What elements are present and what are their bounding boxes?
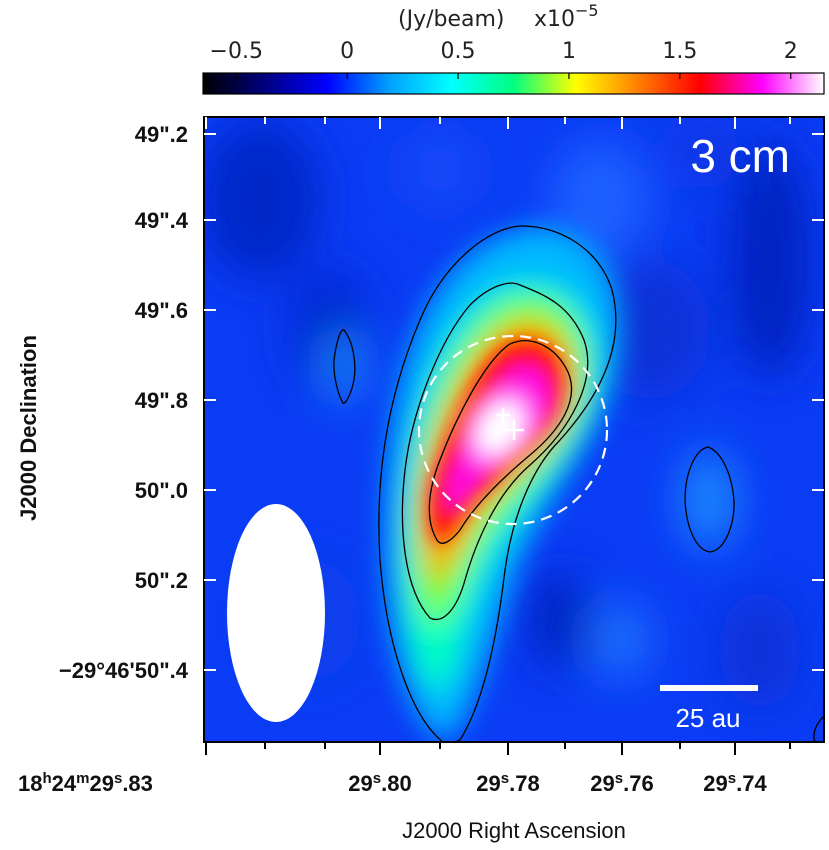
colorbar-tick-label: 2 [784, 39, 798, 64]
contour-side-right [684, 446, 735, 553]
x-tick-label: 29s.78 [476, 770, 539, 797]
y-axis-label: J2000 Declination [16, 335, 41, 521]
x-tick-label-part: 29 [89, 771, 113, 796]
x-tick-label-unit: m [76, 770, 89, 787]
colorbar-bar [202, 72, 825, 95]
x-tick-label: 18h24m29s.83 [18, 770, 153, 797]
x-tick-label-part: 29 [476, 771, 500, 796]
y-tick-label: 49".8 [135, 388, 188, 413]
colorbar-unit-label: (Jy/beam) [398, 7, 505, 32]
scale-bar-label: 25 au [675, 703, 740, 733]
y-tick-label: 50".0 [135, 478, 188, 503]
y-tick-label: 50".2 [135, 568, 188, 593]
colorbar-tick-label: 0.5 [441, 39, 476, 64]
y-tick-labels: 49".2 49".4 49".6 49".8 50".0 50".2 −29°46'50"… [59, 122, 189, 683]
colorbar-tick-labels: −0.5 0 0.5 1 1.5 2 [210, 39, 798, 64]
contour-edge-right [813, 715, 824, 742]
x-tick-label-unit: h [42, 770, 51, 787]
x-tick-label-part: .83 [122, 771, 153, 796]
contours [333, 225, 824, 742]
beam-ellipse [227, 504, 325, 722]
contour-level-3 [428, 340, 573, 544]
x-tick-label-part: .78 [509, 771, 540, 796]
source-emission [385, 227, 620, 740]
x-tick-label-part: .76 [623, 771, 654, 796]
y-tick-label: 49".4 [135, 208, 189, 233]
x-tick-label: 29s.74 [703, 770, 767, 797]
colorbar-tick-label: 1 [562, 39, 576, 64]
x-tick-label-unit: s [373, 770, 381, 787]
colorbar-ticks [235, 73, 792, 79]
y-tick-label: 49".2 [135, 122, 188, 147]
panel-label: 3 cm [690, 130, 790, 182]
x-tick-label-part: 29 [590, 771, 614, 796]
x-tick-label-unit: s [615, 770, 623, 787]
x-tick-labels: 18h24m29s.83 29s.80 29s.78 29s.76 29s.74 [18, 770, 767, 797]
contour-side-left [333, 329, 356, 404]
dashed-circle [417, 334, 609, 526]
x-tick-label-part: 18 [18, 771, 42, 796]
x-tick-label-unit: s [728, 770, 736, 787]
source-markers [496, 408, 524, 440]
x-tick-label-part: 29 [703, 771, 727, 796]
colorbar-scale-label: x10−5 [534, 1, 599, 32]
x-tick-label-part: .80 [381, 771, 412, 796]
colorbar-tick-label: 0 [340, 39, 354, 64]
colorbar: (Jy/beam) x10−5 −0.5 0 0.5 1 1.5 2 [202, 1, 825, 95]
x-tick-label-unit: s [501, 770, 509, 787]
x-tick-label: 29s.76 [590, 770, 653, 797]
colorbar-scale-exponent: −5 [575, 1, 599, 20]
x-tick-label-part: 29 [348, 771, 372, 796]
colorbar-tick-label: 1.5 [662, 39, 697, 64]
map-panel: 25 au 3 cm [203, 116, 825, 755]
colorbar-tick-label: −0.5 [210, 39, 263, 64]
x-tick-label-part: 24 [52, 771, 77, 796]
scale-bar [660, 685, 758, 691]
frame-ticks-outside [205, 742, 791, 755]
x-tick-label: 29s.80 [348, 770, 411, 797]
x-axis-label: J2000 Right Ascension [402, 818, 626, 843]
plot-frame [203, 116, 825, 743]
y-tick-label: 49".6 [135, 298, 188, 323]
y-tick-label: −29°46'50".4 [59, 658, 189, 683]
x-tick-label-unit: s [114, 770, 122, 787]
x-tick-label-part: .74 [736, 771, 767, 796]
frame-ticks [204, 117, 824, 671]
contour-level-2 [401, 282, 589, 621]
colorbar-scale-base: x10 [534, 7, 575, 32]
contour-level-1 [378, 225, 617, 742]
